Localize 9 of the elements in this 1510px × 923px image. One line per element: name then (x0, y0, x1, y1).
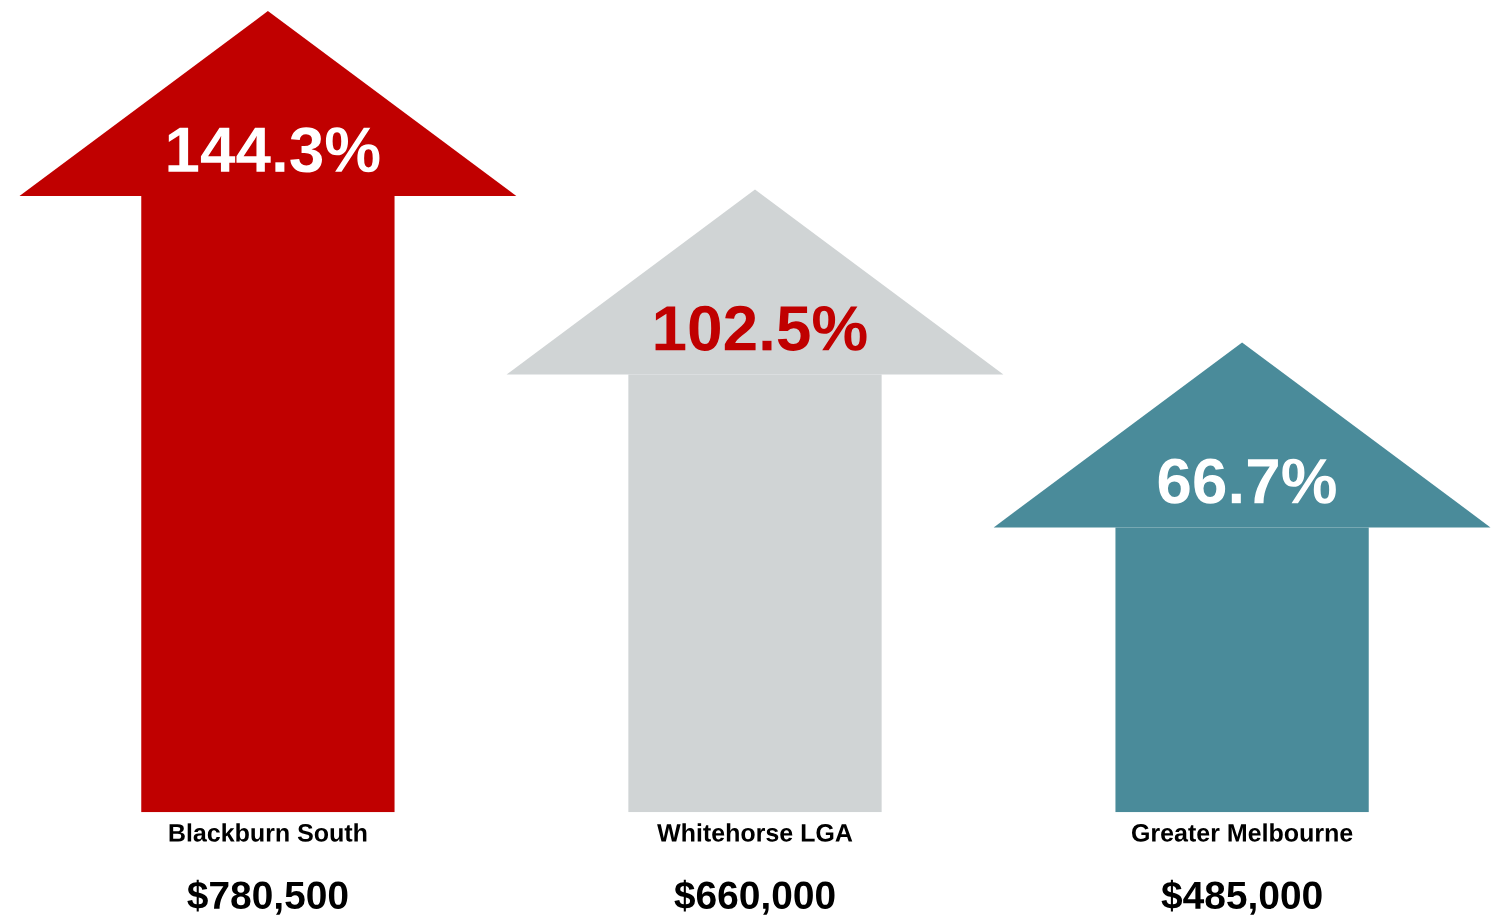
x-tick-label: Greater Melbourne (1131, 823, 1353, 842)
x-tick-label: Blackburn South (169, 823, 367, 842)
text: $485,000 (1161, 879, 1322, 915)
data-label: 144.3% (168, 127, 380, 173)
text: $660,000 (674, 879, 835, 915)
text: $780,500 (187, 879, 348, 915)
data-label: 66.7% (1158, 458, 1336, 504)
data-label: 102.5% (655, 305, 867, 351)
x-tick-label: Whitehorse LGA (657, 823, 853, 842)
